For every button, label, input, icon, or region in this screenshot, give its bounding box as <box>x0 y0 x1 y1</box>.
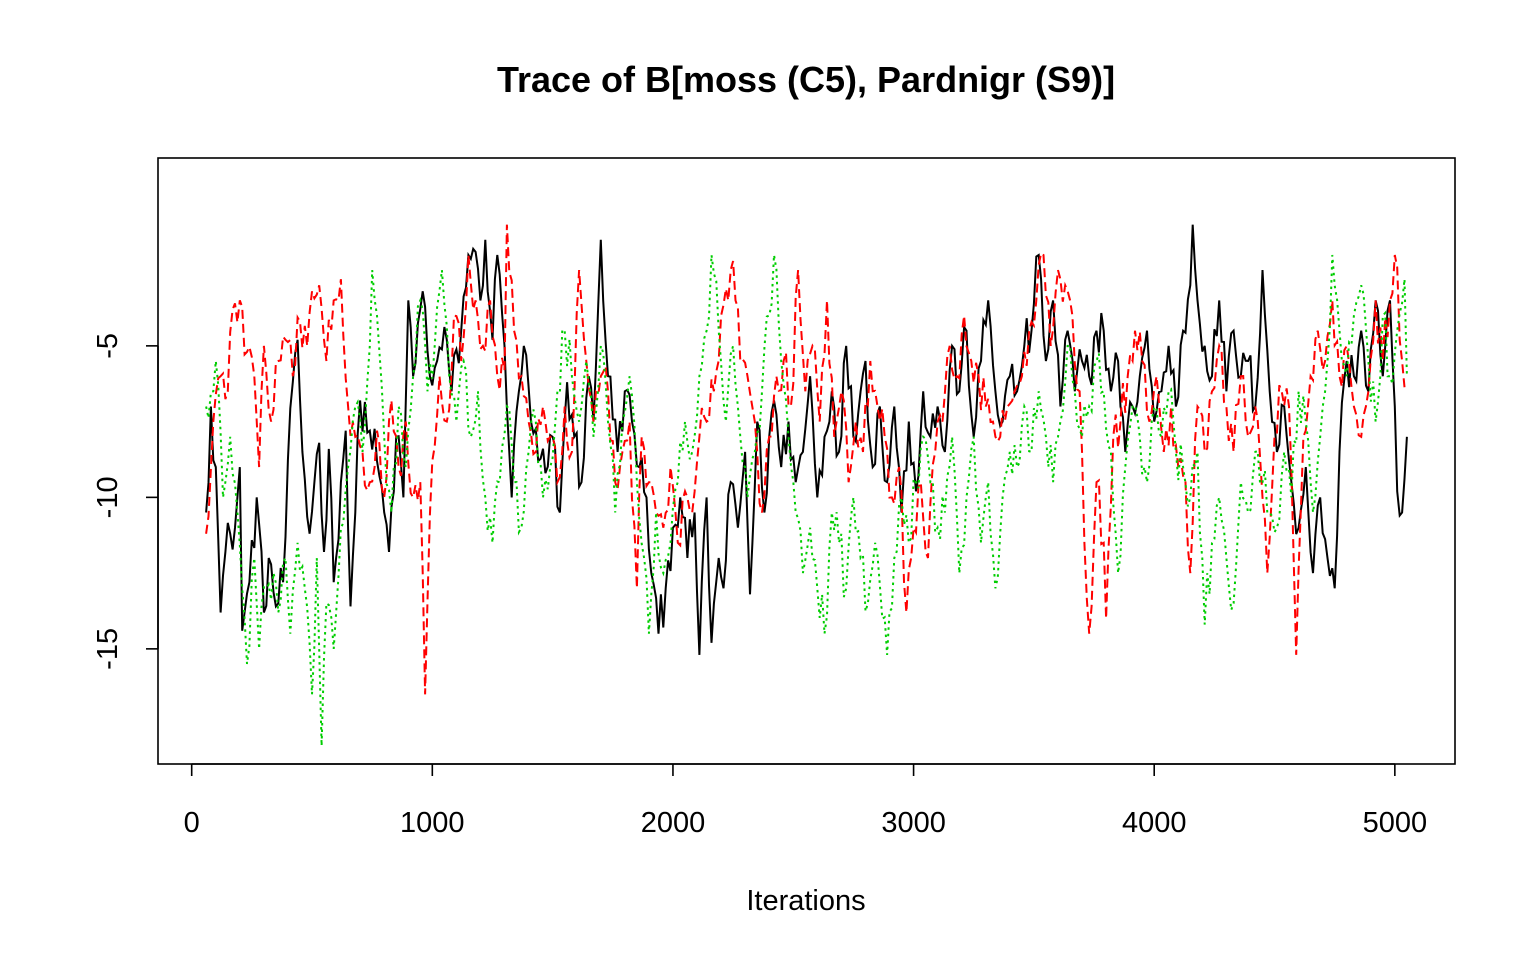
x-axis: 0 1000 2000 3000 4000 5000 <box>184 763 1428 839</box>
plot-frame <box>157 157 1456 765</box>
series-line-chain-1 <box>205 224 1408 655</box>
series-line-chain-2 <box>205 224 1408 695</box>
y-tick-label: -5 <box>92 333 124 359</box>
chart-title: Trace of B[moss (C5), Pardnigr (S9)] <box>497 59 1115 100</box>
x-tick-label: 0 <box>184 807 200 839</box>
x-tick-label: 1000 <box>400 807 465 839</box>
y-tick-label: -15 <box>92 628 124 670</box>
x-tick-label: 3000 <box>881 807 946 839</box>
series-line-chain-3 <box>205 254 1408 746</box>
y-axis: -15 -10 -5 <box>92 333 159 670</box>
y-tick-label: -10 <box>92 476 124 518</box>
x-tick-label: 4000 <box>1122 807 1187 839</box>
x-tick-label: 2000 <box>641 807 706 839</box>
x-axis-label: Iterations <box>746 885 865 917</box>
x-tick-label: 5000 <box>1363 807 1428 839</box>
plot-series <box>205 224 1408 746</box>
